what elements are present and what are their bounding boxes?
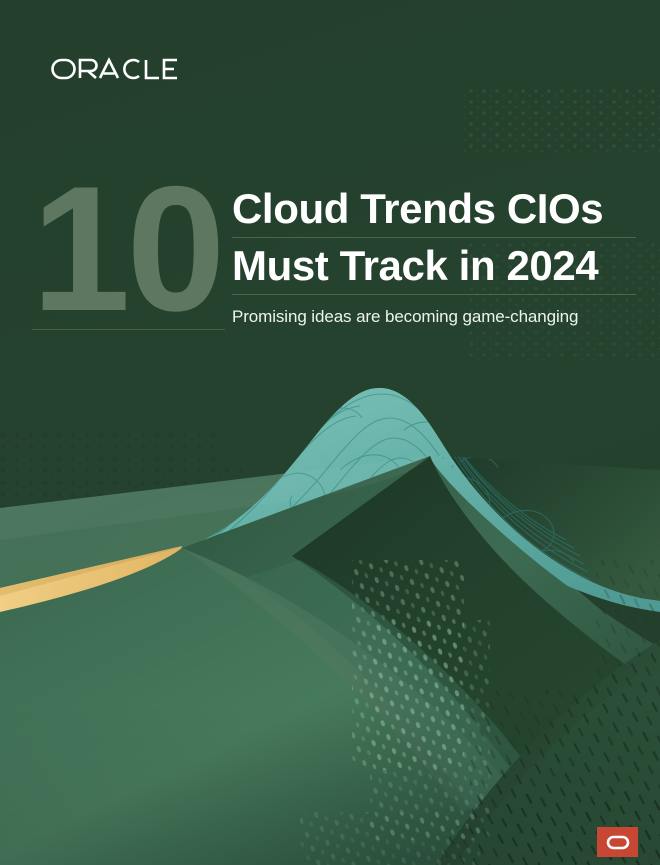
oracle-o-icon: [606, 835, 629, 849]
oracle-logo-badge: [597, 827, 638, 857]
title-line-2: Must Track in 2024: [232, 239, 636, 295]
oracle-wordmark-logo: [51, 57, 177, 80]
headline-number: 10: [31, 149, 226, 348]
title-block: Cloud Trends CIOs Must Track in 2024 Pro…: [232, 182, 636, 328]
title-line-1: Cloud Trends CIOs: [232, 182, 636, 238]
subtitle: Promising ideas are becoming game-changi…: [232, 307, 579, 326]
number-underline-rule: [32, 329, 225, 330]
